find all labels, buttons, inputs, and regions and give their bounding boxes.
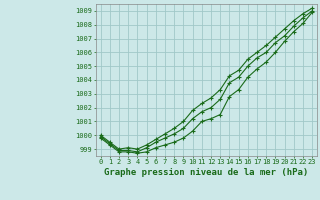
- X-axis label: Graphe pression niveau de la mer (hPa): Graphe pression niveau de la mer (hPa): [104, 168, 308, 177]
